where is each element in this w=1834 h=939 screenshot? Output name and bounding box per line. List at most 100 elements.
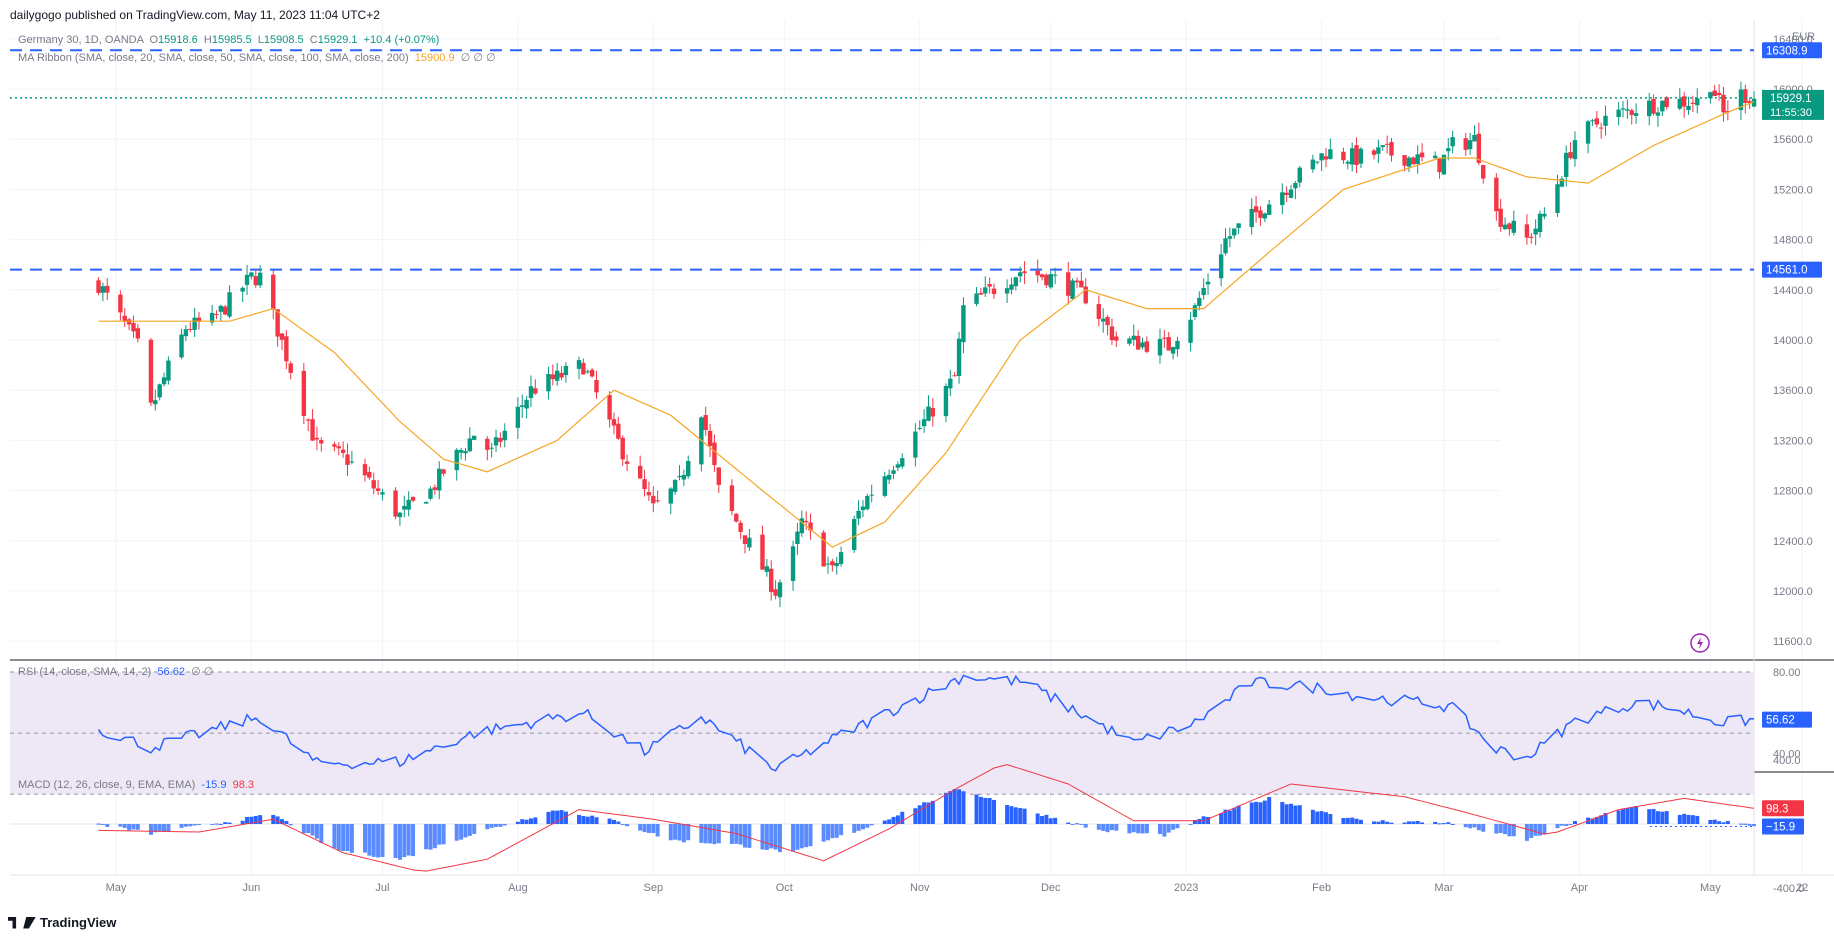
- candle-body: [402, 506, 407, 510]
- macd-histogram-bar: [494, 824, 499, 827]
- macd-histogram-bar: [1503, 824, 1508, 835]
- rsi-label[interactable]: RSI (14, close, SMA, 14, 2): [18, 666, 152, 678]
- candle-body: [336, 446, 341, 449]
- candle-body: [423, 502, 429, 504]
- macd-histogram-bar: [1358, 819, 1363, 824]
- macd-histogram-bar: [900, 811, 905, 824]
- candle-body: [1022, 271, 1027, 274]
- candle-body: [1004, 288, 1010, 294]
- candle-body: [1620, 108, 1626, 110]
- macd-histogram-bar: [1323, 812, 1328, 824]
- ma-ribbon-legend: MA Ribbon (SMA, close, 20, SMA, close, 5…: [18, 51, 496, 64]
- time-axis-label: May: [106, 882, 127, 894]
- candle-body: [1009, 284, 1014, 290]
- candle-body: [1721, 94, 1726, 113]
- candle-body: [1127, 338, 1132, 344]
- ma-ribbon-label[interactable]: MA Ribbon (SMA, close, 20, SMA, close, 5…: [18, 52, 409, 64]
- macd-histogram-bar: [655, 824, 660, 837]
- candle-body: [271, 274, 276, 310]
- macd-histogram-bar: [218, 823, 223, 825]
- macd-histogram-bar: [930, 800, 935, 824]
- candle-body: [1594, 118, 1599, 125]
- candle-body: [956, 338, 962, 377]
- macd-histogram-bar: [402, 824, 407, 858]
- time-axis-label: Jun: [243, 882, 261, 894]
- candle-body: [240, 287, 245, 292]
- macd-histogram-bar: [943, 792, 948, 824]
- macd-histogram-bar: [952, 789, 957, 824]
- candle-body: [1354, 145, 1359, 166]
- candle-body: [930, 407, 936, 417]
- macd-histogram-bar: [1747, 824, 1752, 826]
- candle-body: [1751, 98, 1757, 107]
- time-axis-label: Sep: [643, 882, 663, 894]
- candle-body: [1481, 165, 1486, 179]
- macd-histogram-bar: [118, 824, 123, 827]
- macd-axis-tick: 400.0: [1773, 755, 1801, 767]
- candle-body: [1537, 213, 1543, 232]
- macd-histogram-bar: [223, 822, 228, 824]
- macd-histogram-bar: [214, 823, 219, 825]
- candle-body: [340, 449, 346, 454]
- candle-body: [218, 305, 224, 312]
- macd-histogram-bar: [279, 819, 284, 824]
- macd-histogram-bar: [157, 824, 162, 832]
- candle-body: [550, 374, 556, 380]
- symbol-name[interactable]: Germany 30, 1D, OANDA: [18, 34, 144, 46]
- candle-body: [1197, 297, 1202, 306]
- candle-body: [520, 405, 525, 407]
- macd-histogram-bar: [590, 815, 595, 824]
- candle-body: [1258, 210, 1263, 218]
- macd-histogram-bar: [397, 824, 402, 860]
- macd-histogram-bar: [1188, 824, 1193, 825]
- macd-histogram-bar: [1420, 822, 1425, 824]
- macd-histogram-bar: [1752, 824, 1757, 827]
- macd-histogram-bar: [760, 824, 765, 850]
- macd-label[interactable]: MACD (12, 26, close, 9, EMA, EMA): [18, 779, 196, 791]
- candle-body: [1660, 100, 1665, 112]
- candle-body: [244, 274, 250, 285]
- candle-body: [432, 487, 438, 490]
- macd-histogram-bar: [1140, 824, 1145, 834]
- candle-body: [367, 471, 372, 478]
- ma20-line: [98, 101, 1755, 548]
- macd-histogram-bar: [1634, 806, 1639, 824]
- macd-histogram-bar: [1350, 817, 1355, 824]
- macd-histogram-bar: [1315, 811, 1320, 824]
- macd-histogram-bar: [1192, 820, 1197, 824]
- candle-body: [1511, 220, 1517, 233]
- macd-histogram-bar: [341, 824, 346, 851]
- candle-body: [1747, 101, 1752, 104]
- tradingview-logo[interactable]: TradingView: [8, 915, 116, 930]
- candle-body: [1223, 238, 1228, 254]
- price-axis-tick: 12400.0: [1773, 536, 1813, 548]
- macd-histogram-bar: [1258, 802, 1263, 824]
- candle-body: [869, 494, 874, 496]
- macd-value-badge-bg: [1762, 818, 1804, 835]
- candle-body: [498, 437, 503, 442]
- candle-body: [760, 534, 765, 570]
- candle-body: [349, 461, 355, 463]
- macd-histogram-bar: [1048, 818, 1053, 824]
- candle-body: [1419, 152, 1425, 158]
- candle-body: [1494, 177, 1499, 212]
- candle-body: [681, 474, 687, 480]
- candle-body: [616, 423, 621, 439]
- macd-histogram-bar: [1415, 820, 1420, 824]
- candle-body: [921, 419, 927, 427]
- macd-histogram-bar: [428, 824, 433, 850]
- candle-body: [1315, 161, 1320, 163]
- candle-body: [131, 322, 136, 332]
- candle-body: [1411, 157, 1416, 165]
- tradingview-dot-icon: [23, 916, 36, 929]
- macd-histogram-bar: [1599, 815, 1604, 824]
- candle-body: [1192, 305, 1198, 317]
- candle-body: [987, 284, 992, 287]
- candle-body: [257, 272, 263, 286]
- macd-histogram-bar: [240, 820, 245, 824]
- candle-body: [279, 333, 285, 340]
- macd-histogram-bar: [1297, 805, 1302, 824]
- candle-body: [135, 328, 141, 339]
- candle-body: [1572, 140, 1578, 160]
